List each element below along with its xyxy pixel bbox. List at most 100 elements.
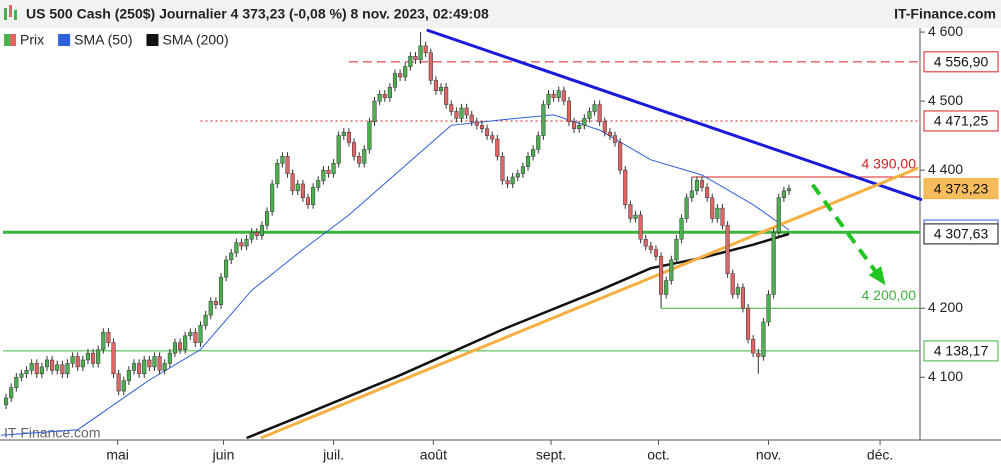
candle-body [536,135,541,150]
candle-body [311,187,316,205]
candle-body [116,373,121,392]
price-label: 4 373,23 [934,180,989,196]
candle-body [387,87,392,98]
candle-body [101,332,106,350]
price-label: 4 138,17 [934,343,989,359]
candle-body [607,131,612,136]
candle-body [362,149,367,164]
candle-body [541,104,546,136]
candle-body [699,180,705,188]
candle-body [648,245,653,250]
candle-body [464,107,469,116]
candle-body [566,100,572,123]
header-icon [4,5,17,20]
candle-body [331,162,336,174]
level-label: 4 200,00 [862,287,917,303]
price-label-box [923,223,999,245]
candle-body [357,156,362,164]
candle-body [131,363,137,371]
x-tick-label: juin [212,447,235,463]
candle-body [495,138,500,157]
candle-body [674,238,679,261]
candle-body [157,356,162,371]
candle-body [679,218,684,240]
candle-body [408,55,413,67]
candle-body [643,238,648,247]
candle-body [316,180,321,188]
candle-body [372,100,377,123]
candle-body [336,135,341,164]
candle-body [771,232,776,295]
price-label-box [923,51,999,73]
x-tick-label: oct. [647,447,670,463]
candle-body [19,373,24,378]
candle-body [500,156,505,181]
candle-body [106,332,111,343]
candle-body [582,118,587,126]
candle-body [638,214,643,240]
candle-body [229,252,234,261]
candle-body [664,280,669,295]
candle-body [515,173,520,178]
legend-label: SMA (200) [162,32,228,48]
candle-body [254,232,259,236]
candle-body [218,276,224,306]
candle-body [321,169,326,181]
candle-body [623,169,628,205]
candle-body [423,45,428,54]
candle-body [285,156,290,174]
candle-body [551,93,556,98]
candle-body [280,156,285,164]
candle-body [111,342,116,375]
candle-body [24,370,29,375]
candle-body [653,249,659,257]
price-label: 4 471,25 [934,113,989,129]
candle-body [398,73,403,78]
candle-body [351,142,357,157]
brand: IT-Finance.com [894,6,996,22]
y-tick-label: 4 200 [928,299,963,315]
candle-body [561,90,566,102]
candle-body [121,380,126,392]
x-tick-label: nov. [756,447,781,463]
candle-body [44,359,50,368]
candle-body [178,342,183,350]
candle-body [618,142,623,171]
candle-body [55,364,60,371]
candle-body [392,73,398,88]
legend-swatch [146,34,159,46]
trend-line [426,28,923,202]
candle-body [556,90,561,98]
arrow-head [868,266,886,286]
candle-body [694,180,699,192]
y-tick-label: 4 600 [928,23,963,39]
trend-line [260,166,919,440]
y-tick-label: 4 500 [928,92,963,108]
candle-body [715,207,720,219]
price-label: 4 556,90 [934,54,989,70]
x-tick-label: déc. [867,447,893,463]
header-bar [0,0,1001,28]
candle-body [786,188,792,192]
candle-body [172,342,177,354]
candle-body [39,366,44,375]
candle-body [449,104,454,112]
price-label: 4 307,63 [934,226,989,242]
candle-body [213,301,218,306]
candle-body [290,173,295,192]
candle-body [208,301,213,316]
candle-body [766,294,771,323]
candle-body [525,156,531,167]
candle-body [34,363,39,375]
candle-body [14,376,19,388]
candle-body [4,397,9,406]
candle-body [85,352,90,361]
candle-body [756,352,761,357]
x-tick-label: mai [106,447,129,463]
candle-body [126,370,131,381]
candle-body [188,332,193,337]
candle-body [710,197,715,219]
legend-label: Prix [20,32,44,48]
candle-body [628,204,633,219]
